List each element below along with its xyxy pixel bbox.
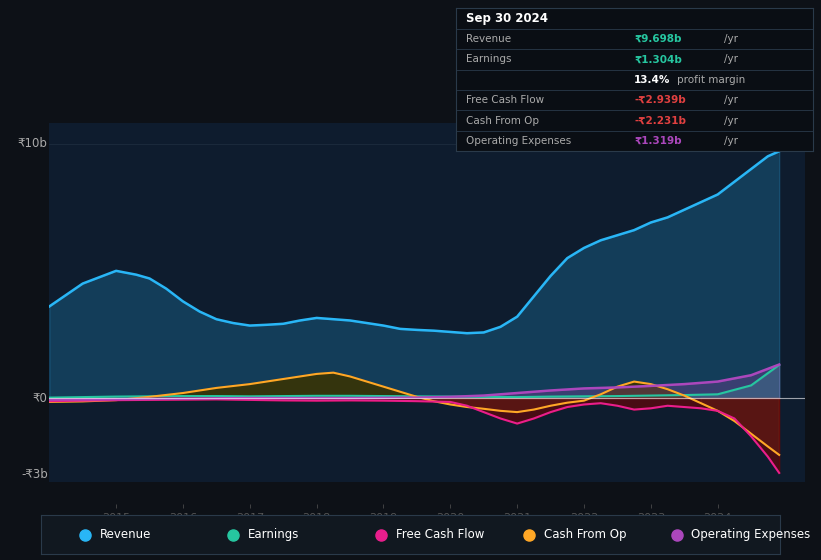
Text: Revenue: Revenue bbox=[466, 34, 511, 44]
Text: Revenue: Revenue bbox=[100, 528, 152, 542]
Text: /yr: /yr bbox=[723, 34, 737, 44]
Text: /yr: /yr bbox=[723, 115, 737, 125]
Text: profit margin: profit margin bbox=[677, 75, 745, 85]
Text: ₹0: ₹0 bbox=[33, 391, 48, 405]
Text: /yr: /yr bbox=[723, 95, 737, 105]
Text: Free Cash Flow: Free Cash Flow bbox=[396, 528, 484, 542]
Text: -₹3b: -₹3b bbox=[21, 468, 48, 481]
Text: Earnings: Earnings bbox=[248, 528, 300, 542]
Text: Cash From Op: Cash From Op bbox=[466, 115, 539, 125]
Text: ₹1.319b: ₹1.319b bbox=[635, 136, 682, 146]
Text: ₹10b: ₹10b bbox=[18, 137, 48, 150]
Text: Operating Expenses: Operating Expenses bbox=[466, 136, 571, 146]
Text: /yr: /yr bbox=[723, 136, 737, 146]
Text: ₹1.304b: ₹1.304b bbox=[635, 54, 682, 64]
Text: Operating Expenses: Operating Expenses bbox=[691, 528, 810, 542]
Text: Free Cash Flow: Free Cash Flow bbox=[466, 95, 544, 105]
Text: /yr: /yr bbox=[723, 54, 737, 64]
Text: Sep 30 2024: Sep 30 2024 bbox=[466, 12, 548, 25]
Text: Cash From Op: Cash From Op bbox=[544, 528, 626, 542]
Text: -₹2.231b: -₹2.231b bbox=[635, 115, 686, 125]
Text: Earnings: Earnings bbox=[466, 54, 511, 64]
Text: ₹9.698b: ₹9.698b bbox=[635, 34, 681, 44]
Text: -₹2.939b: -₹2.939b bbox=[635, 95, 686, 105]
Text: 13.4%: 13.4% bbox=[635, 75, 671, 85]
